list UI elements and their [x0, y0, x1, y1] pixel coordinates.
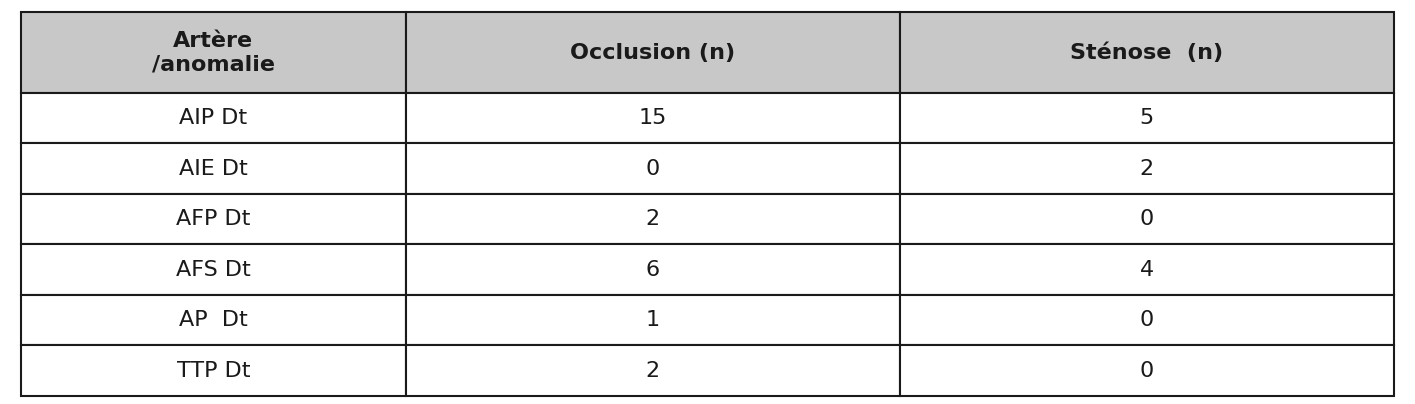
- Bar: [406, 93, 900, 143]
- Text: 2: 2: [645, 361, 659, 381]
- Text: AFS Dt: AFS Dt: [175, 260, 250, 280]
- Bar: [900, 194, 1394, 244]
- Bar: [900, 12, 1394, 93]
- Bar: [900, 93, 1394, 143]
- Bar: [406, 295, 900, 345]
- Bar: [21, 345, 406, 396]
- Text: 0: 0: [1139, 361, 1153, 381]
- Text: 2: 2: [1139, 159, 1153, 179]
- Bar: [21, 295, 406, 345]
- Text: 1: 1: [645, 310, 659, 330]
- Bar: [406, 345, 900, 396]
- Text: AP  Dt: AP Dt: [180, 310, 248, 330]
- Text: Artère
/anomalie: Artère /anomalie: [151, 31, 275, 74]
- Bar: [406, 143, 900, 194]
- Bar: [406, 194, 900, 244]
- Text: 0: 0: [1139, 209, 1153, 229]
- Text: 0: 0: [1139, 310, 1153, 330]
- Text: 5: 5: [1139, 108, 1153, 128]
- Text: AIP Dt: AIP Dt: [180, 108, 248, 128]
- Bar: [900, 143, 1394, 194]
- Bar: [21, 12, 406, 93]
- Text: Occlusion (n): Occlusion (n): [570, 42, 736, 63]
- Bar: [900, 295, 1394, 345]
- Text: AIE Dt: AIE Dt: [180, 159, 248, 179]
- Bar: [406, 244, 900, 295]
- Text: TTP Dt: TTP Dt: [177, 361, 250, 381]
- Text: 4: 4: [1139, 260, 1153, 280]
- Text: 2: 2: [645, 209, 659, 229]
- Text: 15: 15: [638, 108, 666, 128]
- Bar: [21, 93, 406, 143]
- Bar: [21, 244, 406, 295]
- Bar: [900, 345, 1394, 396]
- Text: 0: 0: [645, 159, 659, 179]
- Bar: [21, 194, 406, 244]
- Text: AFP Dt: AFP Dt: [177, 209, 250, 229]
- Bar: [900, 244, 1394, 295]
- Text: Sténose  (n): Sténose (n): [1070, 42, 1224, 63]
- Bar: [21, 143, 406, 194]
- Text: 6: 6: [645, 260, 659, 280]
- Bar: [406, 12, 900, 93]
